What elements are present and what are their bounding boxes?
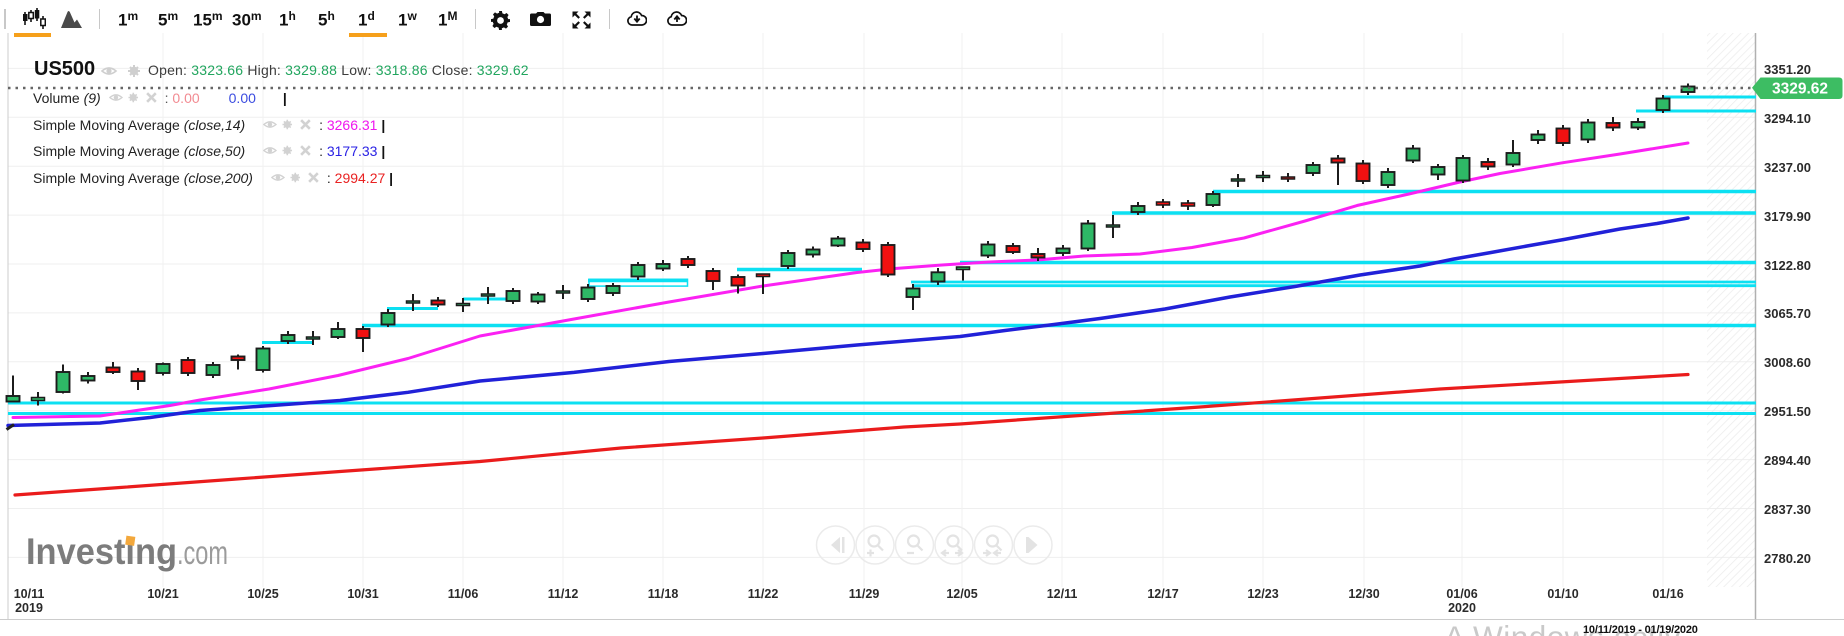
svg-text:3329.62: 3329.62 bbox=[1772, 81, 1828, 98]
svg-text:.com: .com bbox=[177, 534, 228, 571]
svg-text:Investing: Investing bbox=[26, 531, 177, 572]
